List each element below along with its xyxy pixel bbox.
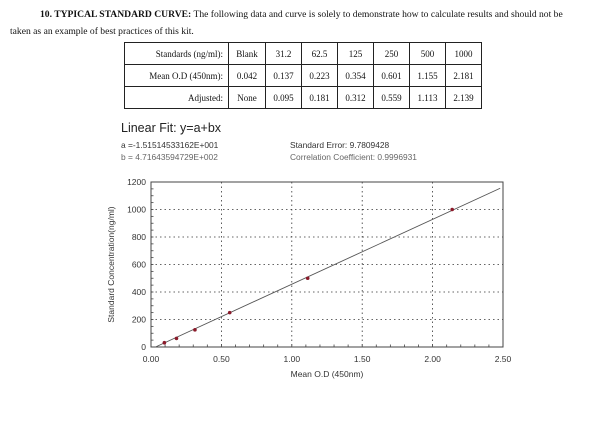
y-tick-label: 1200 <box>127 177 146 187</box>
y-tick-label: 600 <box>132 260 146 270</box>
x-tick-label: 0.00 <box>143 354 160 364</box>
fit-title: Linear Fit: y=a+bx <box>121 121 222 135</box>
standards-table: Standards (ng/ml): Blank 31.2 62.5 125 250 500… <box>124 42 482 109</box>
x-tick-label: 1.50 <box>354 354 371 364</box>
y-tick-label: 1000 <box>127 205 146 215</box>
data-point <box>450 207 454 212</box>
y-tick-label: 200 <box>132 315 146 325</box>
data-point <box>174 336 179 341</box>
data-point <box>162 340 167 345</box>
y-tick-label: 400 <box>132 287 146 297</box>
table-cell: 2.139 <box>445 86 482 109</box>
fit-correlation-coefficient: Correlation Coefficient: 0.9996931 <box>290 152 417 162</box>
fit-line <box>155 187 501 348</box>
fit-standard-error: Standard Error: 9.7809428 <box>290 140 390 150</box>
paragraph-text-1: The following data and curve is solely t… <box>191 9 563 20</box>
section-heading: 10. TYPICAL STANDARD CURVE: <box>40 9 192 20</box>
table-cell: 0.559 <box>373 86 410 109</box>
paragraph-line-1: 10. TYPICAL STANDARD CURVE: The followin… <box>40 6 563 23</box>
x-axis-label: Mean O.D (450nm) <box>291 369 364 379</box>
fit-param-b: b = 4.71643594729E+002 <box>121 152 218 162</box>
x-tick-label: 0.50 <box>213 354 230 364</box>
paragraph-line-2: taken as an example of best practices of… <box>10 26 194 37</box>
data-point <box>305 276 310 281</box>
y-tick-label: 0 <box>141 342 146 352</box>
y-axis-label: Standard Concentration(ng/ml) <box>106 206 116 322</box>
fit-param-a: a =-1.51514533162E+001 <box>121 140 219 150</box>
table-row: Mean O.D (450nm): 0.042 0.137 0.223 0.354 0.6… <box>124 64 482 87</box>
x-tick-label: 1.00 <box>284 354 301 364</box>
y-tick-label: 800 <box>132 232 146 242</box>
row-label: Adjusted: <box>124 86 229 109</box>
x-tick-label: 2.00 <box>424 354 441 364</box>
table-row: Adjusted: None 0.095 0.181 0.312 0.559 1.113 2.… <box>124 86 482 109</box>
x-tick-label: 2.50 <box>495 354 512 364</box>
data-point <box>193 328 197 332</box>
data-point <box>227 310 232 315</box>
